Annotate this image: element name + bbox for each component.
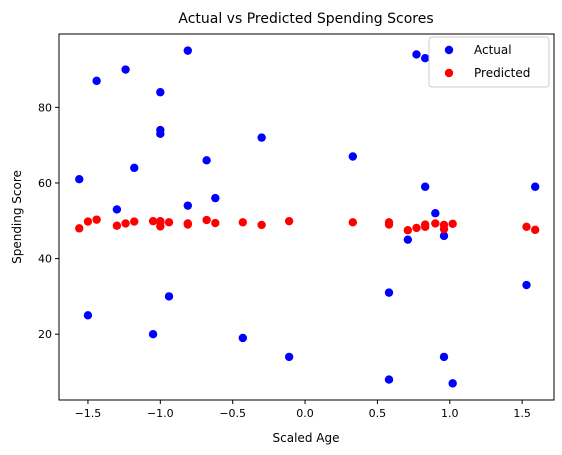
legend-label-predicted: Predicted — [474, 66, 530, 80]
x-tick-label: −1.5 — [75, 407, 102, 420]
x-axis-ticks: −1.5 −1.0 −0.5 0.0 0.5 1.0 1.5 — [75, 400, 531, 420]
actual-point — [211, 193, 220, 203]
y-axis-label: Spending Score — [10, 170, 24, 264]
actual-point — [92, 76, 101, 86]
predicted-point — [83, 217, 93, 226]
x-tick-label: −1.0 — [147, 407, 174, 420]
actual-point — [403, 235, 413, 244]
predicted-point — [92, 215, 101, 224]
predicted-point — [121, 219, 130, 228]
x-tick-label: 1.5 — [513, 407, 531, 420]
data-points — [75, 46, 540, 388]
y-axis-ticks: 20 40 60 80 — [38, 101, 59, 341]
actual-point — [431, 209, 440, 218]
predicted-point — [211, 218, 220, 228]
legend: Actual Predicted — [428, 36, 550, 88]
actual-point — [420, 182, 430, 191]
y-tick-label: 20 — [38, 328, 52, 341]
plot-area — [58, 33, 555, 401]
actual-point — [284, 352, 294, 362]
predicted-point — [238, 218, 248, 227]
actual-point — [384, 288, 394, 297]
predicted-point — [112, 221, 122, 230]
actual-point — [522, 280, 531, 290]
predicted-point — [384, 220, 394, 229]
actual-point — [112, 205, 122, 214]
legend-marker-actual — [444, 45, 454, 55]
actual-point — [412, 50, 421, 59]
predicted-point — [403, 226, 413, 235]
predicted-point — [164, 218, 174, 227]
actual-point — [384, 375, 394, 384]
predicted-point — [202, 215, 211, 225]
actual-point — [156, 88, 165, 97]
actual-point — [439, 231, 449, 241]
actual-point — [439, 352, 449, 362]
predicted-point — [530, 225, 540, 235]
predicted-point — [156, 222, 165, 231]
actual-point — [130, 163, 139, 173]
actual-point — [257, 133, 266, 142]
predicted-point — [284, 216, 294, 226]
actual-point — [202, 156, 211, 165]
x-axis-label: Scaled Age — [273, 431, 340, 445]
predicted-point — [412, 223, 421, 233]
chart-title: Actual vs Predicted Spending Scores — [178, 11, 433, 27]
actual-point — [238, 333, 248, 343]
y-tick-label: 80 — [38, 101, 52, 114]
actual-point — [121, 65, 130, 74]
predicted-point — [448, 219, 457, 229]
predicted-point — [257, 220, 266, 230]
legend-label-actual: Actual — [474, 43, 512, 57]
actual-point — [164, 292, 174, 301]
actual-point — [75, 174, 84, 184]
actual-point — [530, 182, 540, 191]
predicted-point — [439, 224, 449, 234]
legend-marker-predicted — [444, 68, 454, 78]
predicted-point — [75, 224, 84, 233]
x-tick-label: 0.0 — [296, 407, 314, 420]
predicted-point — [183, 220, 193, 229]
y-tick-label: 60 — [38, 177, 52, 190]
actual-point — [420, 53, 430, 63]
actual-point — [83, 311, 93, 320]
actual-point — [183, 46, 193, 55]
x-tick-label: −0.5 — [219, 407, 246, 420]
predicted-point — [348, 218, 358, 227]
predicted-point — [522, 222, 531, 232]
y-tick-label: 40 — [38, 253, 52, 266]
actual-point — [348, 152, 358, 161]
x-tick-label: 0.5 — [369, 407, 387, 420]
actual-point — [183, 201, 193, 210]
predicted-point — [148, 216, 158, 226]
predicted-point — [431, 219, 440, 228]
actual-point — [148, 330, 158, 339]
x-tick-label: 1.0 — [441, 407, 459, 420]
legend-box — [428, 36, 550, 88]
predicted-point — [420, 222, 430, 232]
actual-point — [156, 129, 165, 139]
predicted-point — [130, 217, 139, 226]
actual-point — [448, 379, 457, 388]
